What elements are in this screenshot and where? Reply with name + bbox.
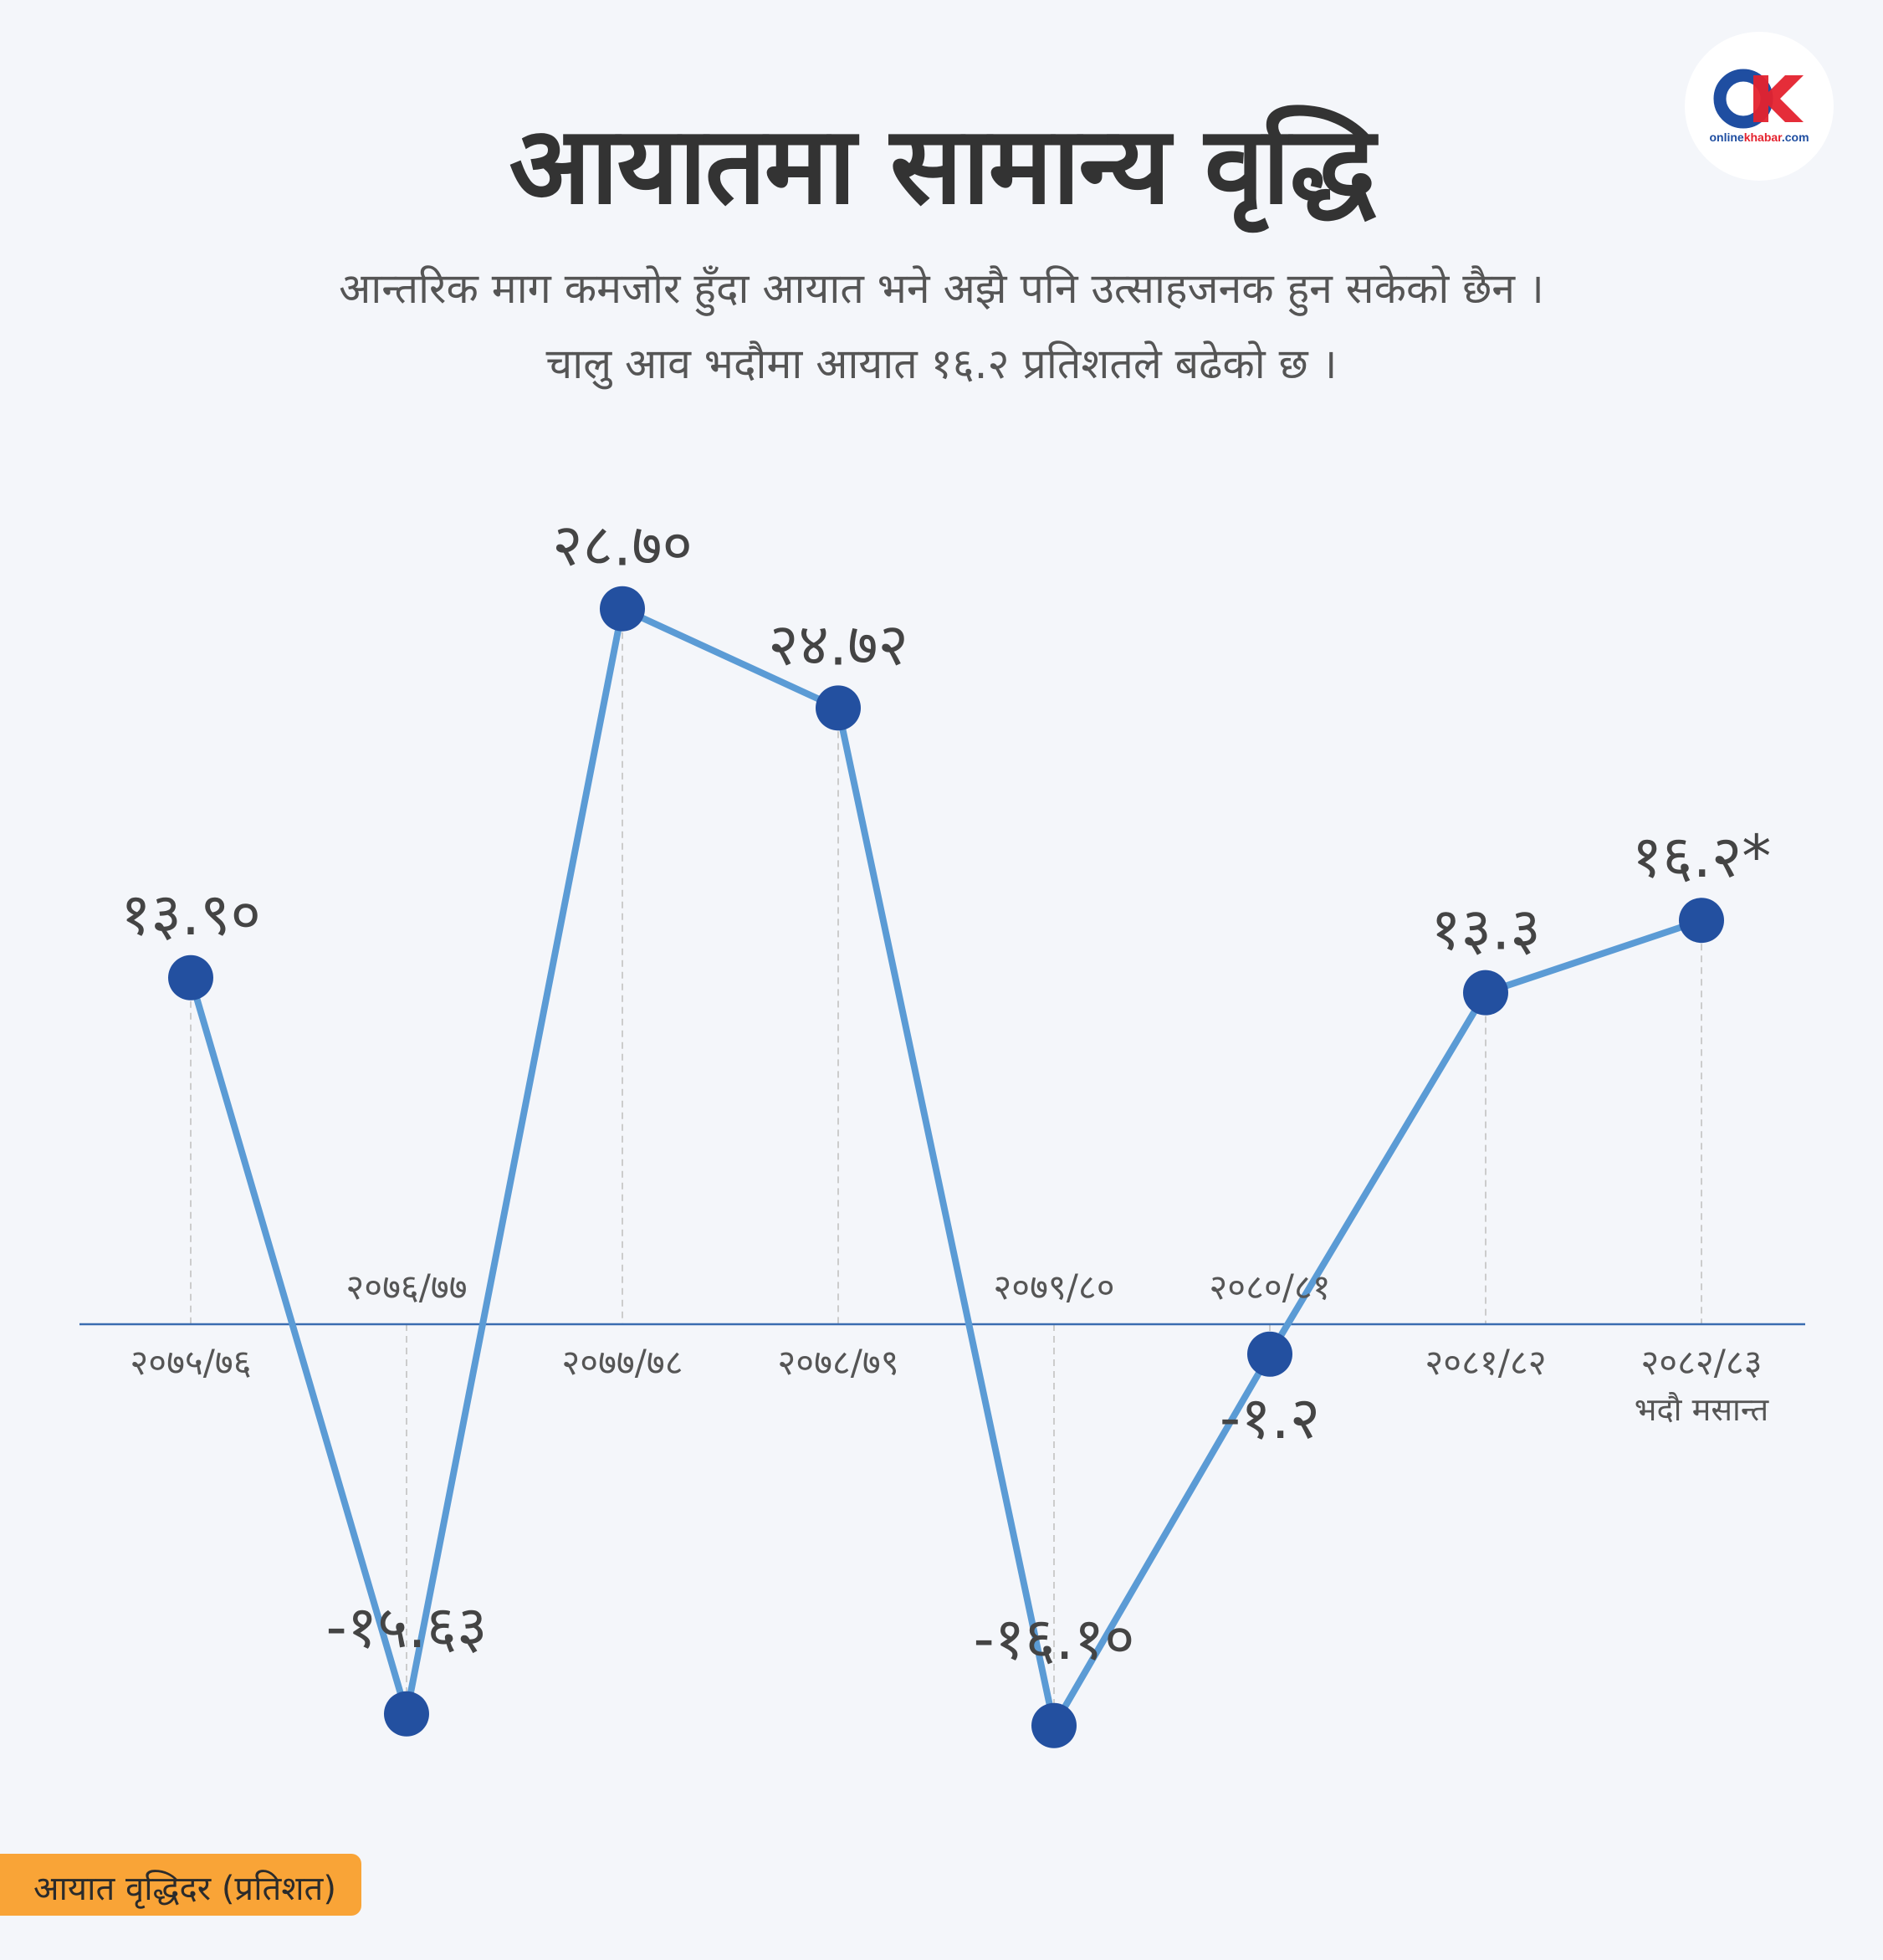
x-tick-sublabel: भदौ मसान्त <box>1635 1391 1770 1428</box>
data-label: -१६.१० <box>973 1604 1134 1673</box>
onlinekhabar-logo: onlinekhabar.com <box>1685 32 1834 181</box>
x-tick-label: २०८१/८२ <box>1425 1342 1546 1383</box>
x-tick-label: २०७८/७९ <box>777 1342 898 1383</box>
logo-mark-icon <box>1713 69 1804 129</box>
data-point <box>816 685 861 731</box>
legend-label: आयात वृद्धिदर (प्रतिशत) <box>33 1870 336 1908</box>
legend-badge: आयात वृद्धिदर (प्रतिशत) <box>0 1854 361 1916</box>
x-tick-label: २०७५/७६ <box>130 1342 251 1383</box>
data-point <box>168 954 213 1000</box>
data-point <box>1679 898 1724 944</box>
data-label: १६.२* <box>1632 822 1771 891</box>
x-tick-label: २०७९/८० <box>993 1267 1114 1308</box>
data-label: १३.३ <box>1430 895 1540 964</box>
subtitle-line-1: आन्तरिक माग कमजोर हुँदा आयात भने अझै पनि… <box>339 264 1544 313</box>
x-tick-label: २०७७/७८ <box>561 1342 683 1383</box>
data-point <box>1031 1702 1077 1748</box>
logo-online-text: online <box>1709 130 1744 144</box>
data-label: २४.७२ <box>768 610 908 678</box>
logo-wordmark: onlinekhabar.com <box>1685 130 1834 144</box>
x-tick-label: २०७६/७७ <box>345 1267 467 1308</box>
logo-khabar-text: khabar <box>1743 130 1782 144</box>
data-label: १३.९० <box>120 880 261 949</box>
data-label: -१.२ <box>1220 1384 1320 1452</box>
chart-subtitle: आन्तरिक माग कमजोर हुँदा आयात भने अझै पनि… <box>0 251 1883 402</box>
series-line <box>187 605 1703 1729</box>
x-tick-label: २०८२/८३ <box>1640 1342 1762 1383</box>
data-point <box>1247 1331 1292 1377</box>
x-tick-label: २०८०/८१ <box>1209 1267 1330 1308</box>
data-point <box>384 1691 429 1737</box>
data-label: -१५.६३ <box>325 1593 487 1661</box>
data-label: २८.७० <box>552 511 693 580</box>
chart-title: आयातमा सामान्य वृद्धि <box>509 104 1376 228</box>
data-point <box>1463 970 1508 1016</box>
data-point <box>600 586 645 632</box>
subtitle-line-2: चालु आव भदौमा आयात १६.२ प्रतिशतले बढेको … <box>545 340 1338 388</box>
logo-suffix-text: .com <box>1781 130 1809 144</box>
